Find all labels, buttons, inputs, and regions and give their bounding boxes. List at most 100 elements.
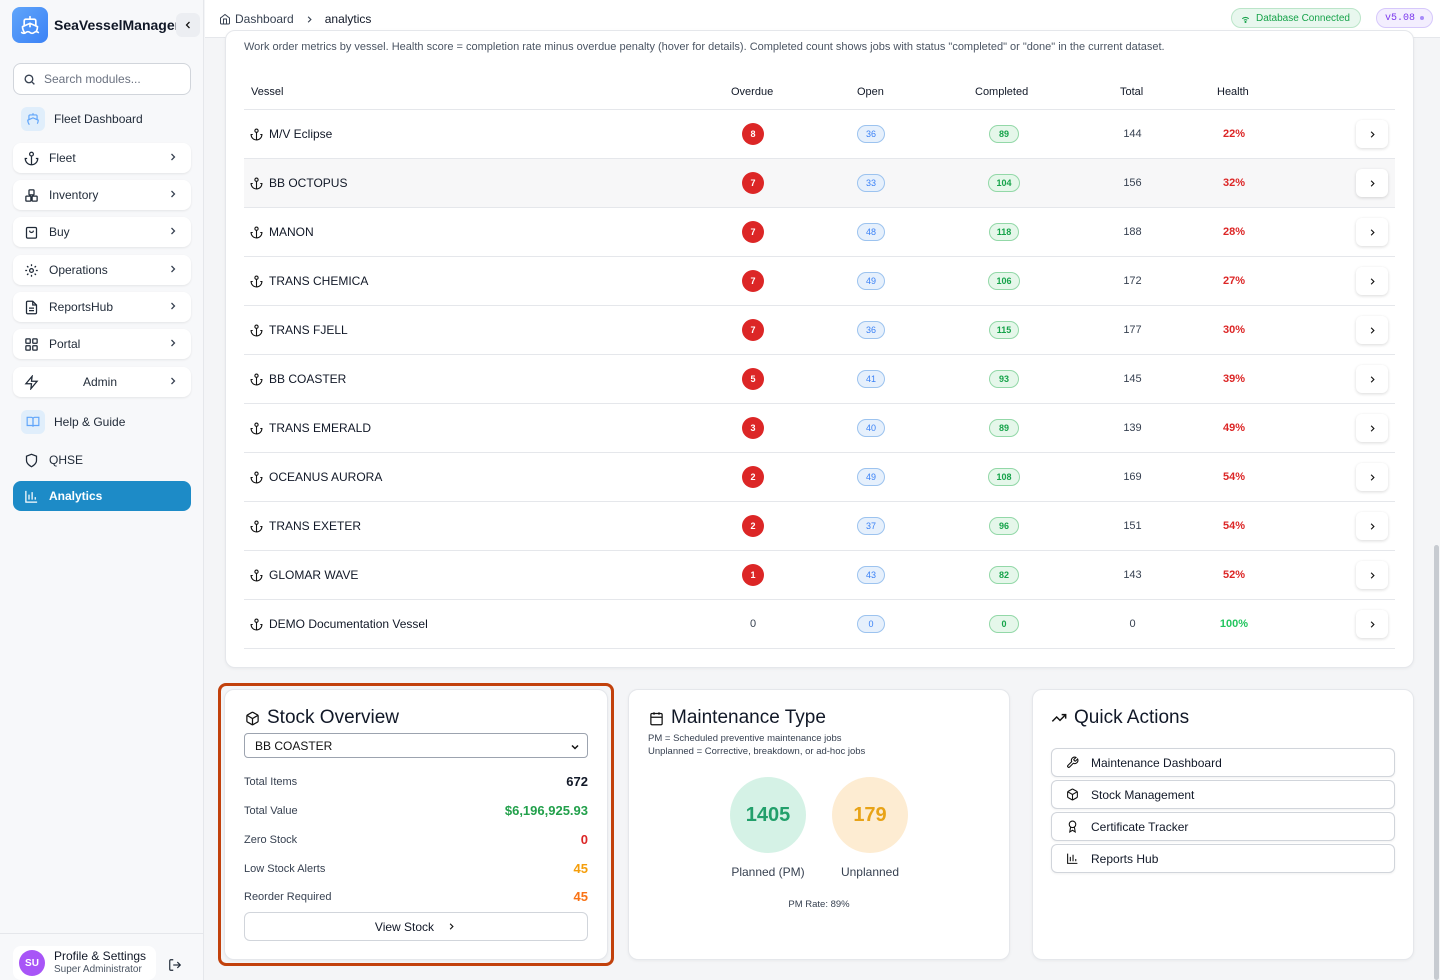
table-row[interactable]: TRANS FJELL 7 36 115 177 30%	[244, 306, 1395, 355]
health-cell: 28%	[1209, 208, 1259, 256]
reports-hub-button[interactable]: Reports Hub	[1051, 844, 1395, 873]
database-status-badge: Database Connected	[1231, 8, 1361, 28]
table-row[interactable]: GLOMAR WAVE 1 43 82 143 52%	[244, 551, 1395, 600]
vessel-name: OCEANUS AURORA	[269, 470, 383, 484]
chevron-right-icon	[1370, 277, 1375, 285]
completed-badge: 108	[988, 468, 1020, 486]
completed-badge: 0	[989, 615, 1019, 633]
row-details-button[interactable]	[1356, 218, 1388, 246]
total-cell: 145	[1114, 355, 1151, 403]
overdue-badge: 7	[742, 319, 764, 341]
row-details-button[interactable]	[1356, 561, 1388, 589]
open-badge: 48	[857, 223, 885, 241]
overdue-cell: 7	[742, 257, 764, 305]
sidebar-item-label: Fleet	[49, 151, 76, 165]
chevron-left-icon	[185, 21, 190, 29]
total-count: 139	[1123, 422, 1142, 434]
total-count: 188	[1123, 226, 1142, 238]
stock-title-text: Stock Overview	[267, 707, 399, 728]
table-row[interactable]: MANON 7 48 118 188 28%	[244, 208, 1395, 257]
table-row[interactable]: TRANS CHEMICA 7 49 106 172 27%	[244, 257, 1395, 306]
completed-cell: 108	[987, 453, 1021, 501]
chevron-right-icon	[1370, 228, 1375, 236]
chevron-right-icon	[1370, 522, 1375, 530]
vessel-name: BB OCTOPUS	[269, 176, 348, 190]
collapse-sidebar-button[interactable]	[176, 13, 200, 37]
home-icon	[220, 13, 230, 25]
chevron-right-icon	[1370, 571, 1375, 579]
overdue-cell: 7	[742, 306, 764, 354]
stock-stat-value: $6,196,925.93	[504, 803, 588, 818]
table-row[interactable]: TRANS EXETER 2 37 96 151 54%	[244, 502, 1395, 551]
overdue-cell: 8	[742, 110, 764, 158]
overdue-cell: 3	[742, 404, 764, 452]
sidebar-item-reportshub[interactable]: ReportsHub	[13, 292, 191, 322]
anchor-icon	[250, 275, 263, 287]
logout-button[interactable]	[168, 958, 182, 975]
unplanned-count-circle: 179	[832, 777, 908, 853]
row-details-button[interactable]	[1356, 512, 1388, 540]
overdue-badge: 5	[742, 368, 764, 390]
table-row[interactable]: OCEANUS AURORA 2 49 108 169 54%	[244, 453, 1395, 502]
total-count: 156	[1123, 177, 1142, 189]
open-badge: 36	[857, 125, 885, 143]
row-details-button[interactable]	[1356, 414, 1388, 442]
overdue-badge: 7	[742, 270, 764, 292]
sidebar-item-help[interactable]: Help & Guide	[13, 407, 191, 437]
sidebar-item-fleet-dashboard[interactable]: Fleet Dashboard	[13, 104, 191, 134]
profile-settings-button[interactable]: SU Profile & Settings Super Administrato…	[13, 946, 156, 980]
sidebar-item-inventory[interactable]: Inventory	[13, 180, 191, 210]
settings-icon	[23, 262, 39, 278]
sidebar-item-portal[interactable]: Portal	[13, 329, 191, 359]
sidebar-item-buy[interactable]: Buy	[13, 217, 191, 247]
completed-badge: 118	[988, 223, 1020, 241]
row-details-button[interactable]	[1356, 365, 1388, 393]
grid-icon	[23, 336, 39, 352]
row-details-button[interactable]	[1356, 120, 1388, 148]
sidebar-item-label: Analytics	[49, 489, 103, 503]
stock-stat-label: Zero Stock	[244, 834, 298, 846]
sidebar-item-admin[interactable]: Admin	[13, 367, 191, 397]
health-cell: 49%	[1209, 404, 1259, 452]
breadcrumb-dashboard-link[interactable]: Dashboard	[235, 12, 294, 26]
table-row[interactable]: M/V Eclipse 8 36 89 144 22%	[244, 110, 1395, 159]
vessel-cell: BB OCTOPUS	[250, 159, 347, 207]
table-row[interactable]: TRANS EMERALD 3 40 89 139 49%	[244, 404, 1395, 453]
certificate-tracker-button[interactable]: Certificate Tracker	[1051, 812, 1395, 841]
completed-badge: 96	[989, 517, 1019, 535]
open-badge: 33	[857, 174, 885, 192]
vessel-cell: TRANS CHEMICA	[250, 257, 368, 305]
overdue-badge: 7	[742, 172, 764, 194]
completed-badge: 89	[989, 419, 1019, 437]
scrollbar-thumb[interactable]	[1434, 545, 1439, 980]
chevron-right-icon	[449, 923, 454, 930]
vessel-select[interactable]: BB COASTER	[244, 733, 588, 758]
row-details-button[interactable]	[1356, 316, 1388, 344]
row-details-button[interactable]	[1356, 169, 1388, 197]
view-stock-button[interactable]: View Stock	[244, 912, 588, 941]
total-cell: 172	[1114, 257, 1151, 305]
search-input[interactable]	[44, 72, 184, 86]
row-details-button[interactable]	[1356, 267, 1388, 295]
open-badge: 49	[857, 272, 885, 290]
breadcrumb: Dashboard analytics	[219, 12, 371, 26]
row-details-button[interactable]	[1356, 610, 1388, 638]
total-count: 143	[1123, 569, 1142, 581]
sidebar-item-analytics[interactable]: Analytics	[13, 481, 191, 511]
row-details-button[interactable]	[1356, 463, 1388, 491]
sidebar-item-operations[interactable]: Operations	[13, 255, 191, 285]
sidebar-item-qhse[interactable]: QHSE	[13, 445, 191, 475]
ship-icon	[21, 107, 45, 131]
open-cell: 49	[855, 453, 887, 501]
table-row[interactable]: BB OCTOPUS 7 33 104 156 32%	[244, 159, 1395, 208]
table-row[interactable]: BB COASTER 5 41 93 145 39%	[244, 355, 1395, 404]
table-row[interactable]: DEMO Documentation Vessel 0 0 0 0 100%	[244, 600, 1395, 649]
open-badge: 41	[857, 370, 885, 388]
module-search[interactable]	[13, 63, 191, 95]
total-cell: 188	[1114, 208, 1151, 256]
maintenance-dashboard-button[interactable]: Maintenance Dashboard	[1051, 748, 1395, 777]
overdue-badge: 2	[742, 515, 764, 537]
vessel-cell: GLOMAR WAVE	[250, 551, 358, 599]
stock-management-button[interactable]: Stock Management	[1051, 780, 1395, 809]
sidebar-item-fleet[interactable]: Fleet	[13, 143, 191, 173]
